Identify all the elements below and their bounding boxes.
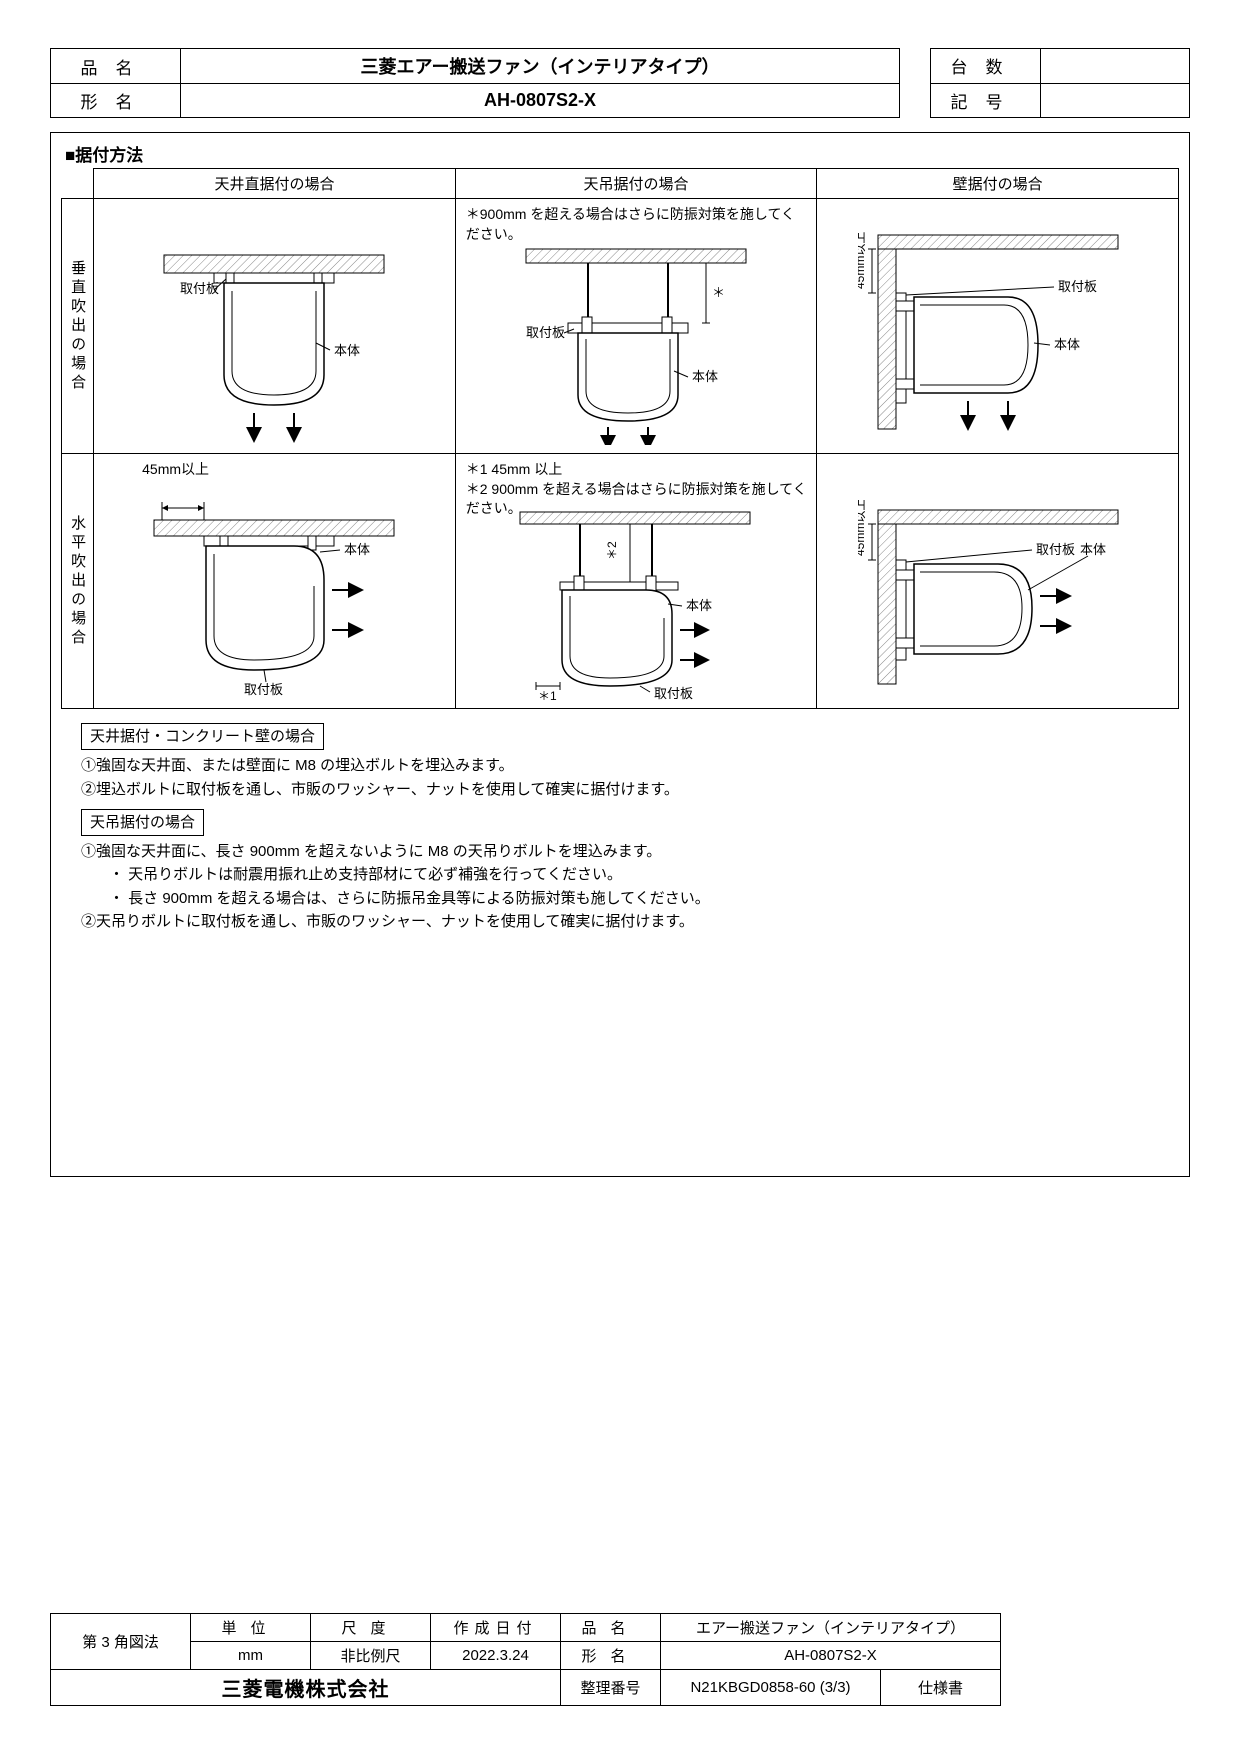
svg-text:取付板: 取付板: [180, 281, 219, 296]
svg-text:取付板: 取付板: [526, 325, 565, 340]
product-name-value: 三菱エアー搬送ファン（インテリアタイプ）: [181, 49, 900, 84]
header-left-table: 品名 三菱エアー搬送ファン（インテリアタイプ） 形名 AH-0807S2-X: [50, 48, 900, 118]
row-header-1: 垂直吹出の場合: [62, 199, 94, 454]
diagram-r1c2: ＊900mm を超える場合はさらに防振対策を施してください。 取付板 本体: [455, 199, 817, 454]
main-content-box: ■据付方法 天井直据付の場合 天吊据付の場合 壁据付の場合 垂直吹出の場合: [50, 132, 1190, 1177]
qty-value: [1041, 49, 1190, 84]
tb-model-value: AH-0807S2-X: [661, 1642, 1001, 1670]
note-h2-l1a: ・ 天吊りボルトは耐震用振れ止め支持部材にて必ず補強を行ってください。: [109, 863, 1179, 886]
tb-pn-label: 品名: [561, 1614, 661, 1642]
svg-text:取付板: 取付板: [654, 686, 693, 700]
diagram-r2c2-svg: 本体 取付板 ＊2 ＊1: [496, 510, 776, 700]
title-block: 第 3 角図法 単位 尺度 作成日付 品名 エアー搬送ファン（インテリアタイプ）…: [50, 1613, 1001, 1706]
note-r2c2a: ＊1 45mm 以上: [456, 454, 817, 480]
diagram-r2c3: 取付板 本体 45mm以上: [817, 454, 1179, 709]
tb-model-label: 形名: [561, 1642, 661, 1670]
notes-heading-1: 天井据付・コンクリート壁の場合: [81, 723, 324, 750]
mark-label: 記号: [931, 83, 1041, 118]
svg-text:本体: 本体: [686, 598, 712, 613]
tb-date-value: 2022.3.24: [431, 1642, 561, 1670]
svg-text:取付板: 取付板: [1058, 279, 1097, 294]
header-right-table: 台数 記号: [930, 48, 1190, 118]
tb-company: 三菱電機株式会社: [51, 1670, 561, 1706]
svg-text:45mm以上: 45mm以上: [858, 500, 867, 556]
svg-text:本体: 本体: [692, 369, 718, 384]
svg-text:取付板: 取付板: [244, 682, 283, 697]
diagram-r1c3: 取付板 本体 45mm以上: [817, 199, 1179, 454]
svg-text:取付板: 取付板: [1036, 542, 1075, 557]
note-h2-l1: ①強固な天井面に、長さ 900mm を超えないように M8 の天吊りボルトを埋込…: [81, 840, 1179, 863]
svg-text:45mm以上: 45mm以上: [858, 232, 867, 289]
tb-doctype: 仕様書: [881, 1670, 1001, 1706]
notes-heading-2: 天吊据付の場合: [81, 809, 204, 836]
model-value: AH-0807S2-X: [181, 84, 900, 118]
tb-date-label: 作成日付: [431, 1614, 561, 1642]
section-title: ■据付方法: [65, 141, 1179, 166]
diagram-r1c2-svg: 取付板 本体 ＊: [496, 245, 776, 445]
svg-text:本体: 本体: [1054, 337, 1080, 352]
tb-docno-label: 整理番号: [561, 1670, 661, 1706]
diagram-grid: 天井直据付の場合 天吊据付の場合 壁据付の場合 垂直吹出の場合: [61, 168, 1179, 709]
tb-pn-value: エアー搬送ファン（インテリアタイプ）: [661, 1614, 1001, 1642]
svg-text:本体: 本体: [334, 343, 360, 358]
row-header-2: 水平吹出の場合: [62, 454, 94, 709]
diagram-r1c1: 取付板 本体: [94, 199, 456, 454]
tb-scale-label: 尺度: [311, 1614, 431, 1642]
diagram-r2c1: 45mm以上 本体 取付板: [94, 454, 456, 709]
diagram-r1c3-svg: 取付板 本体 45mm以上: [858, 225, 1138, 445]
tb-projection: 第 3 角図法: [51, 1614, 191, 1670]
svg-text:＊: ＊: [712, 285, 725, 300]
notes-block: 天井据付・コンクリート壁の場合 ①強固な天井面、または壁面に M8 の埋込ボルト…: [61, 719, 1179, 933]
mark-value: [1041, 83, 1190, 118]
note-r1c2: ＊900mm を超える場合はさらに防振対策を施してください。: [456, 199, 817, 244]
svg-text:本体: 本体: [344, 542, 370, 557]
note-h2-l2: ②天吊りボルトに取付板を通し、市販のワッシャー、ナットを使用して確実に据付けます…: [81, 910, 1179, 933]
note-h2-l1b: ・ 長さ 900mm を超える場合は、さらに防振吊金具等による防振対策も施してく…: [109, 887, 1179, 910]
model-label: 形名: [51, 84, 181, 118]
tb-unit-value: mm: [191, 1642, 311, 1670]
col-header-3: 壁据付の場合: [817, 169, 1179, 199]
col-header-2: 天吊据付の場合: [455, 169, 817, 199]
svg-text:＊2: ＊2: [605, 541, 619, 560]
note-h1-l2: ②埋込ボルトに取付板を通し、市販のワッシャー、ナットを使用して確実に据付けます。: [81, 778, 1179, 801]
tb-docno-value: N21KBGD0858-60 (3/3): [661, 1670, 881, 1706]
header-tables: 品名 三菱エアー搬送ファン（インテリアタイプ） 形名 AH-0807S2-X 台…: [50, 48, 1190, 118]
qty-label: 台数: [931, 49, 1041, 84]
note-h1-l1: ①強固な天井面、または壁面に M8 の埋込ボルトを埋込みます。: [81, 754, 1179, 777]
product-name-label: 品名: [51, 49, 181, 84]
note-r2c1: 45mm以上: [94, 454, 455, 480]
col-header-1: 天井直据付の場合: [94, 169, 456, 199]
svg-text:本体: 本体: [1080, 542, 1106, 557]
diagram-r2c3-svg: 取付板 本体 45mm以上: [858, 500, 1138, 700]
diagram-r2c2: ＊1 45mm 以上 ＊2 900mm を超える場合はさらに防振対策を施してくだ…: [455, 454, 817, 709]
tb-scale-value: 非比例尺: [311, 1642, 431, 1670]
svg-text:＊1: ＊1: [538, 689, 557, 700]
diagram-r2c1-svg: 本体 取付板: [134, 490, 414, 700]
tb-unit-label: 単位: [191, 1614, 311, 1642]
diagram-r1c1-svg: 取付板 本体: [144, 235, 404, 445]
